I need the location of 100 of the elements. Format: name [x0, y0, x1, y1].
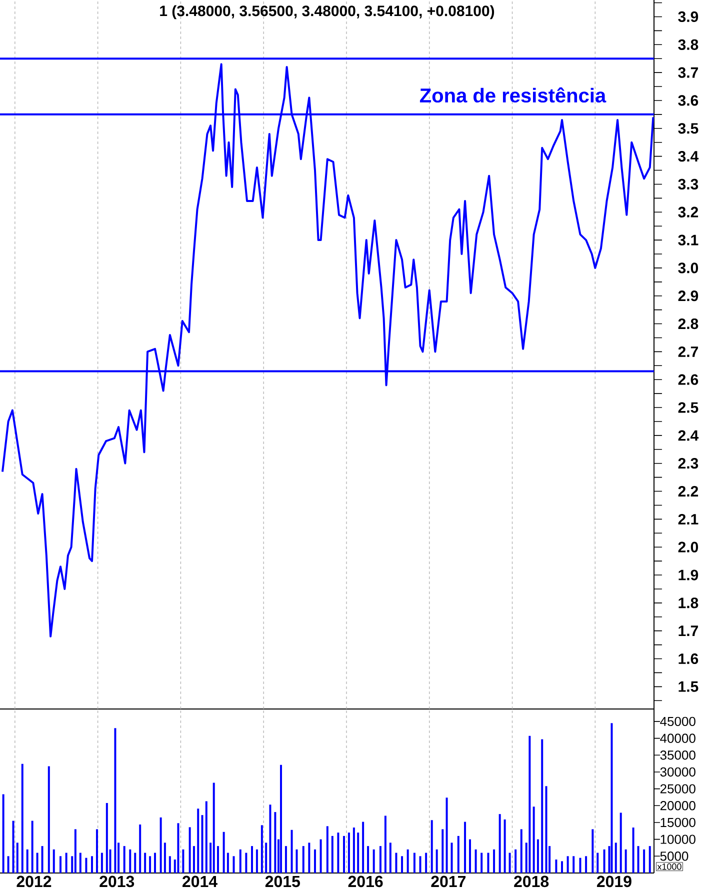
- bar: [357, 832, 360, 873]
- bar: [614, 842, 617, 873]
- y-tick-label: 10000: [660, 834, 696, 844]
- bar: [561, 861, 563, 873]
- bar: [177, 823, 180, 873]
- bar: [372, 849, 375, 873]
- bar: [197, 808, 200, 873]
- bar: [129, 849, 132, 873]
- bar: [100, 852, 103, 873]
- y-tick-label: 2.7: [678, 346, 698, 357]
- bar: [585, 856, 588, 873]
- bar: [205, 801, 208, 873]
- bar: [48, 766, 50, 873]
- y-tick-label: 25000: [660, 784, 696, 794]
- bar: [632, 828, 634, 873]
- bar: [123, 846, 126, 873]
- y-tick-label: 1.6: [678, 653, 698, 664]
- y-tick-label: 3.3: [678, 178, 698, 190]
- bar: [342, 836, 345, 873]
- bar: [326, 826, 328, 873]
- bar: [284, 846, 287, 873]
- y-tick-label: 30000: [660, 767, 696, 777]
- bar: [212, 782, 215, 873]
- bar: [85, 858, 88, 873]
- y-tick-label: 15000: [660, 818, 696, 828]
- bar: [520, 829, 522, 873]
- bar: [457, 836, 460, 873]
- bar: [308, 842, 310, 873]
- y-axis-title: x1000: [657, 863, 682, 870]
- bar: [401, 856, 404, 873]
- bar: [168, 856, 171, 873]
- y-tick-label: 3.1: [678, 234, 698, 246]
- bar: [620, 812, 622, 873]
- y-tick-label: 2.1: [678, 514, 698, 524]
- bar: [566, 856, 569, 873]
- bar: [65, 852, 68, 873]
- y-tick-label: 45000: [660, 716, 696, 726]
- y-tick-label: 20000: [660, 801, 696, 810]
- bar: [36, 852, 38, 873]
- x-tick-label: 2019: [596, 876, 632, 888]
- bar: [464, 822, 466, 873]
- y-tick-label: 3.6: [678, 95, 698, 106]
- y-tick-label: 40000: [660, 734, 696, 743]
- y-tick-label: 2.0: [678, 542, 698, 552]
- bar: [154, 852, 156, 873]
- bar: [442, 829, 444, 873]
- y-tick-label: 2.6: [678, 374, 698, 385]
- bar: [487, 852, 490, 873]
- x-tick-label: 2013: [100, 876, 134, 888]
- bar: [226, 852, 229, 873]
- bar: [536, 839, 539, 873]
- bar: [269, 804, 272, 873]
- bar: [232, 856, 235, 873]
- y-tick-label: 3.5: [678, 123, 698, 134]
- bar: [21, 764, 24, 873]
- x-tick-label: 2012: [16, 876, 52, 888]
- x-tick-label: 2015: [265, 876, 300, 888]
- bar: [592, 829, 594, 873]
- bar: [265, 842, 268, 873]
- y-tick-label: 2.3: [678, 458, 698, 469]
- bar: [260, 825, 263, 873]
- bar: [144, 852, 146, 873]
- bar: [2, 794, 4, 873]
- bar: [528, 736, 531, 873]
- bar: [12, 820, 14, 873]
- bar: [430, 820, 433, 873]
- bar: [389, 842, 392, 873]
- bar: [532, 806, 535, 873]
- annotation: Zona de resistência: [420, 87, 606, 103]
- bar: [96, 829, 98, 873]
- bar: [164, 842, 166, 873]
- bar: [314, 849, 316, 873]
- bar: [555, 860, 558, 873]
- y-tick-label: 5000: [660, 852, 688, 861]
- y-tick-label: 3.2: [678, 206, 698, 218]
- bar: [637, 846, 640, 873]
- y-tick-label: 2.5: [678, 402, 698, 413]
- bar: [541, 739, 544, 873]
- bar: [134, 852, 136, 873]
- bar: [362, 822, 364, 873]
- bar: [188, 827, 191, 873]
- line-series: [1, 63, 654, 638]
- bar: [16, 842, 18, 873]
- bar: [379, 846, 382, 873]
- y-tick-label: 1.5: [678, 681, 698, 692]
- y-tick-label: 1.9: [678, 570, 698, 580]
- bar: [26, 849, 28, 873]
- bar: [436, 849, 438, 873]
- bar: [52, 849, 55, 873]
- bar: [406, 849, 409, 873]
- bar: [514, 849, 517, 873]
- bar: [41, 846, 44, 873]
- bar: [114, 728, 116, 873]
- y-tick-label: 2.2: [678, 486, 698, 497]
- bar: [603, 849, 606, 873]
- bar: [222, 832, 225, 873]
- bar: [450, 842, 453, 873]
- bar: [320, 839, 322, 873]
- y-tick-label: 3.8: [678, 39, 698, 50]
- chart-title: 1 (3.48000, 3.56500, 3.48000, 3.54100, +0.08100): [160, 5, 494, 20]
